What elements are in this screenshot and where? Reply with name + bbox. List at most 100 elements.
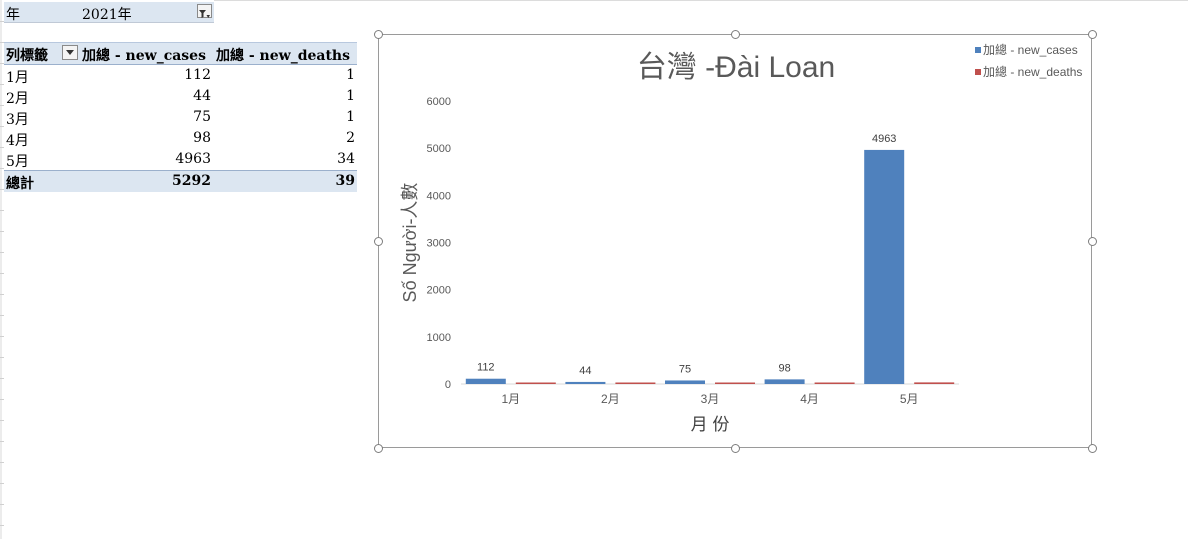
row-label: 2月 <box>6 91 29 107</box>
row-label: 4月 <box>6 133 29 149</box>
bar-new-deaths <box>615 382 656 384</box>
row-label: 1月 <box>6 70 29 86</box>
y-tick-label: 3000 <box>427 238 451 250</box>
pivot-row[interactable]: 1月 112 1 <box>4 65 357 86</box>
new-cases-cell: 75 <box>193 109 211 125</box>
bar-new-cases <box>565 381 606 384</box>
x-tick-label: 5月 <box>900 392 919 406</box>
x-tick-label: 2月 <box>601 392 620 406</box>
sheet-row-gridline <box>0 126 4 127</box>
data-label: 75 <box>679 363 691 375</box>
pivot-header-row: 列標籤 加總 - new_cases 加總 - new_deaths <box>4 42 357 65</box>
bar-chart: 台灣 -Đài Loan 0 1000 2000 3000 4000 5000 6000 Số … <box>400 42 1082 434</box>
sheet-row-gridline <box>0 63 4 64</box>
data-label: 98 <box>778 362 790 374</box>
filter-dropdown-button[interactable] <box>197 4 212 18</box>
resize-handle-top-center[interactable] <box>731 30 740 39</box>
sheet-row-gridline <box>0 420 4 421</box>
y-tick-label: 6000 <box>427 96 451 108</box>
bar-new-deaths <box>515 382 556 384</box>
sheet-row-gridline <box>0 147 4 148</box>
sheet-row-gridline <box>0 273 4 274</box>
sheet-row-gridline <box>0 210 4 211</box>
new-deaths-cell: 1 <box>346 67 355 83</box>
sheet-row-gridline <box>0 525 4 526</box>
x-tick-label: 3月 <box>701 392 720 406</box>
row-label: 5月 <box>6 154 29 170</box>
grand-total-new-deaths: 39 <box>335 173 355 189</box>
new-cases-cell: 112 <box>184 67 211 83</box>
chart-area[interactable]: 台灣 -Đài Loan 0 1000 2000 3000 4000 5000 6000 Số … <box>378 34 1092 448</box>
row-labels-dropdown-button[interactable] <box>62 45 78 60</box>
chart-title: 台灣 -Đài Loan <box>637 51 835 84</box>
sheet-row-gridline <box>0 336 4 337</box>
filter-field-label: 年 <box>6 7 20 23</box>
resize-handle-middle-right[interactable] <box>1088 237 1097 246</box>
y-tick-label: 2000 <box>427 285 451 297</box>
y-tick-label: 0 <box>445 379 451 391</box>
pivot-row[interactable]: 3月 75 1 <box>4 107 357 128</box>
filter-value[interactable]: 2021年 <box>82 7 132 23</box>
grand-total-label: 總計 <box>6 176 34 192</box>
sheet-row-gridline <box>0 441 4 442</box>
resize-handle-bottom-left[interactable] <box>374 444 383 453</box>
resize-handle-top-right[interactable] <box>1088 30 1097 39</box>
sheet-row-gridline <box>0 42 4 43</box>
sheet-row-gridline <box>0 504 4 505</box>
y-tick-label: 4000 <box>427 190 451 202</box>
legend-swatch <box>975 69 981 75</box>
bar-new-deaths <box>715 382 755 384</box>
pivot-grand-total-row[interactable]: 總計 5292 39 <box>4 170 357 192</box>
row-labels-header: 列標籤 <box>6 48 48 64</box>
bar-new-cases <box>665 380 705 384</box>
x-tick-label: 4月 <box>800 392 819 406</box>
new-deaths-cell: 1 <box>346 109 355 125</box>
x-axis-title: 月 份 <box>691 415 730 434</box>
new-cases-cell: 44 <box>193 88 211 104</box>
pivot-table: 列標籤 加總 - new_cases 加總 - new_deaths 1月 11… <box>4 42 357 192</box>
sheet-row-gridline <box>0 105 4 106</box>
resize-handle-bottom-center[interactable] <box>731 444 740 453</box>
x-tick-label: 1月 <box>501 392 520 406</box>
legend-entry: 加總 - new_cases <box>983 42 1078 57</box>
pivot-row[interactable]: 4月 98 2 <box>4 128 357 149</box>
resize-handle-bottom-right[interactable] <box>1088 444 1097 453</box>
bar-new-cases <box>465 378 506 384</box>
new-cases-cell: 98 <box>193 130 211 146</box>
bar-new-cases <box>864 149 905 384</box>
sheet-row-gridline <box>0 399 4 400</box>
sheet-row-gridline <box>0 357 4 358</box>
sheet-row-gridline <box>0 189 4 190</box>
bar-new-deaths <box>814 382 855 384</box>
sheet-row-gridline <box>0 378 4 379</box>
grand-total-new-cases: 5292 <box>172 173 211 189</box>
data-label: 112 <box>477 362 495 374</box>
y-tick-label: 1000 <box>427 332 451 344</box>
sheet-row-gridline <box>0 168 4 169</box>
resize-handle-middle-left[interactable] <box>374 237 383 246</box>
bar-new-deaths <box>914 382 955 384</box>
data-label: 44 <box>579 365 591 377</box>
new-deaths-cell: 34 <box>337 151 355 167</box>
row-label: 3月 <box>6 112 29 128</box>
sheet-row-gridline <box>0 294 4 295</box>
sheet-row-gridline <box>0 462 4 463</box>
sheet-row-gridline <box>0 84 4 85</box>
bar-new-cases <box>764 379 805 384</box>
legend-entry: 加總 - new_deaths <box>983 64 1082 79</box>
sheet-top-gridline <box>214 0 1188 1</box>
data-label: 4963 <box>872 133 896 145</box>
resize-handle-top-left[interactable] <box>374 30 383 39</box>
new-deaths-header[interactable]: 加總 - new_deaths <box>216 48 350 64</box>
new-cases-cell: 4963 <box>175 151 211 167</box>
sheet-left-edge <box>0 0 2 539</box>
new-deaths-cell: 2 <box>346 130 355 146</box>
y-tick-label: 5000 <box>427 143 451 155</box>
pivot-row[interactable]: 5月 4963 34 <box>4 149 357 170</box>
new-deaths-cell: 1 <box>346 88 355 104</box>
pivot-filter-row: 年 2021年 <box>4 2 214 23</box>
new-cases-header[interactable]: 加總 - new_cases <box>82 48 206 64</box>
pivot-row[interactable]: 2月 44 1 <box>4 86 357 107</box>
sheet-row-gridline <box>0 252 4 253</box>
sheet-row-gridline <box>0 21 4 22</box>
